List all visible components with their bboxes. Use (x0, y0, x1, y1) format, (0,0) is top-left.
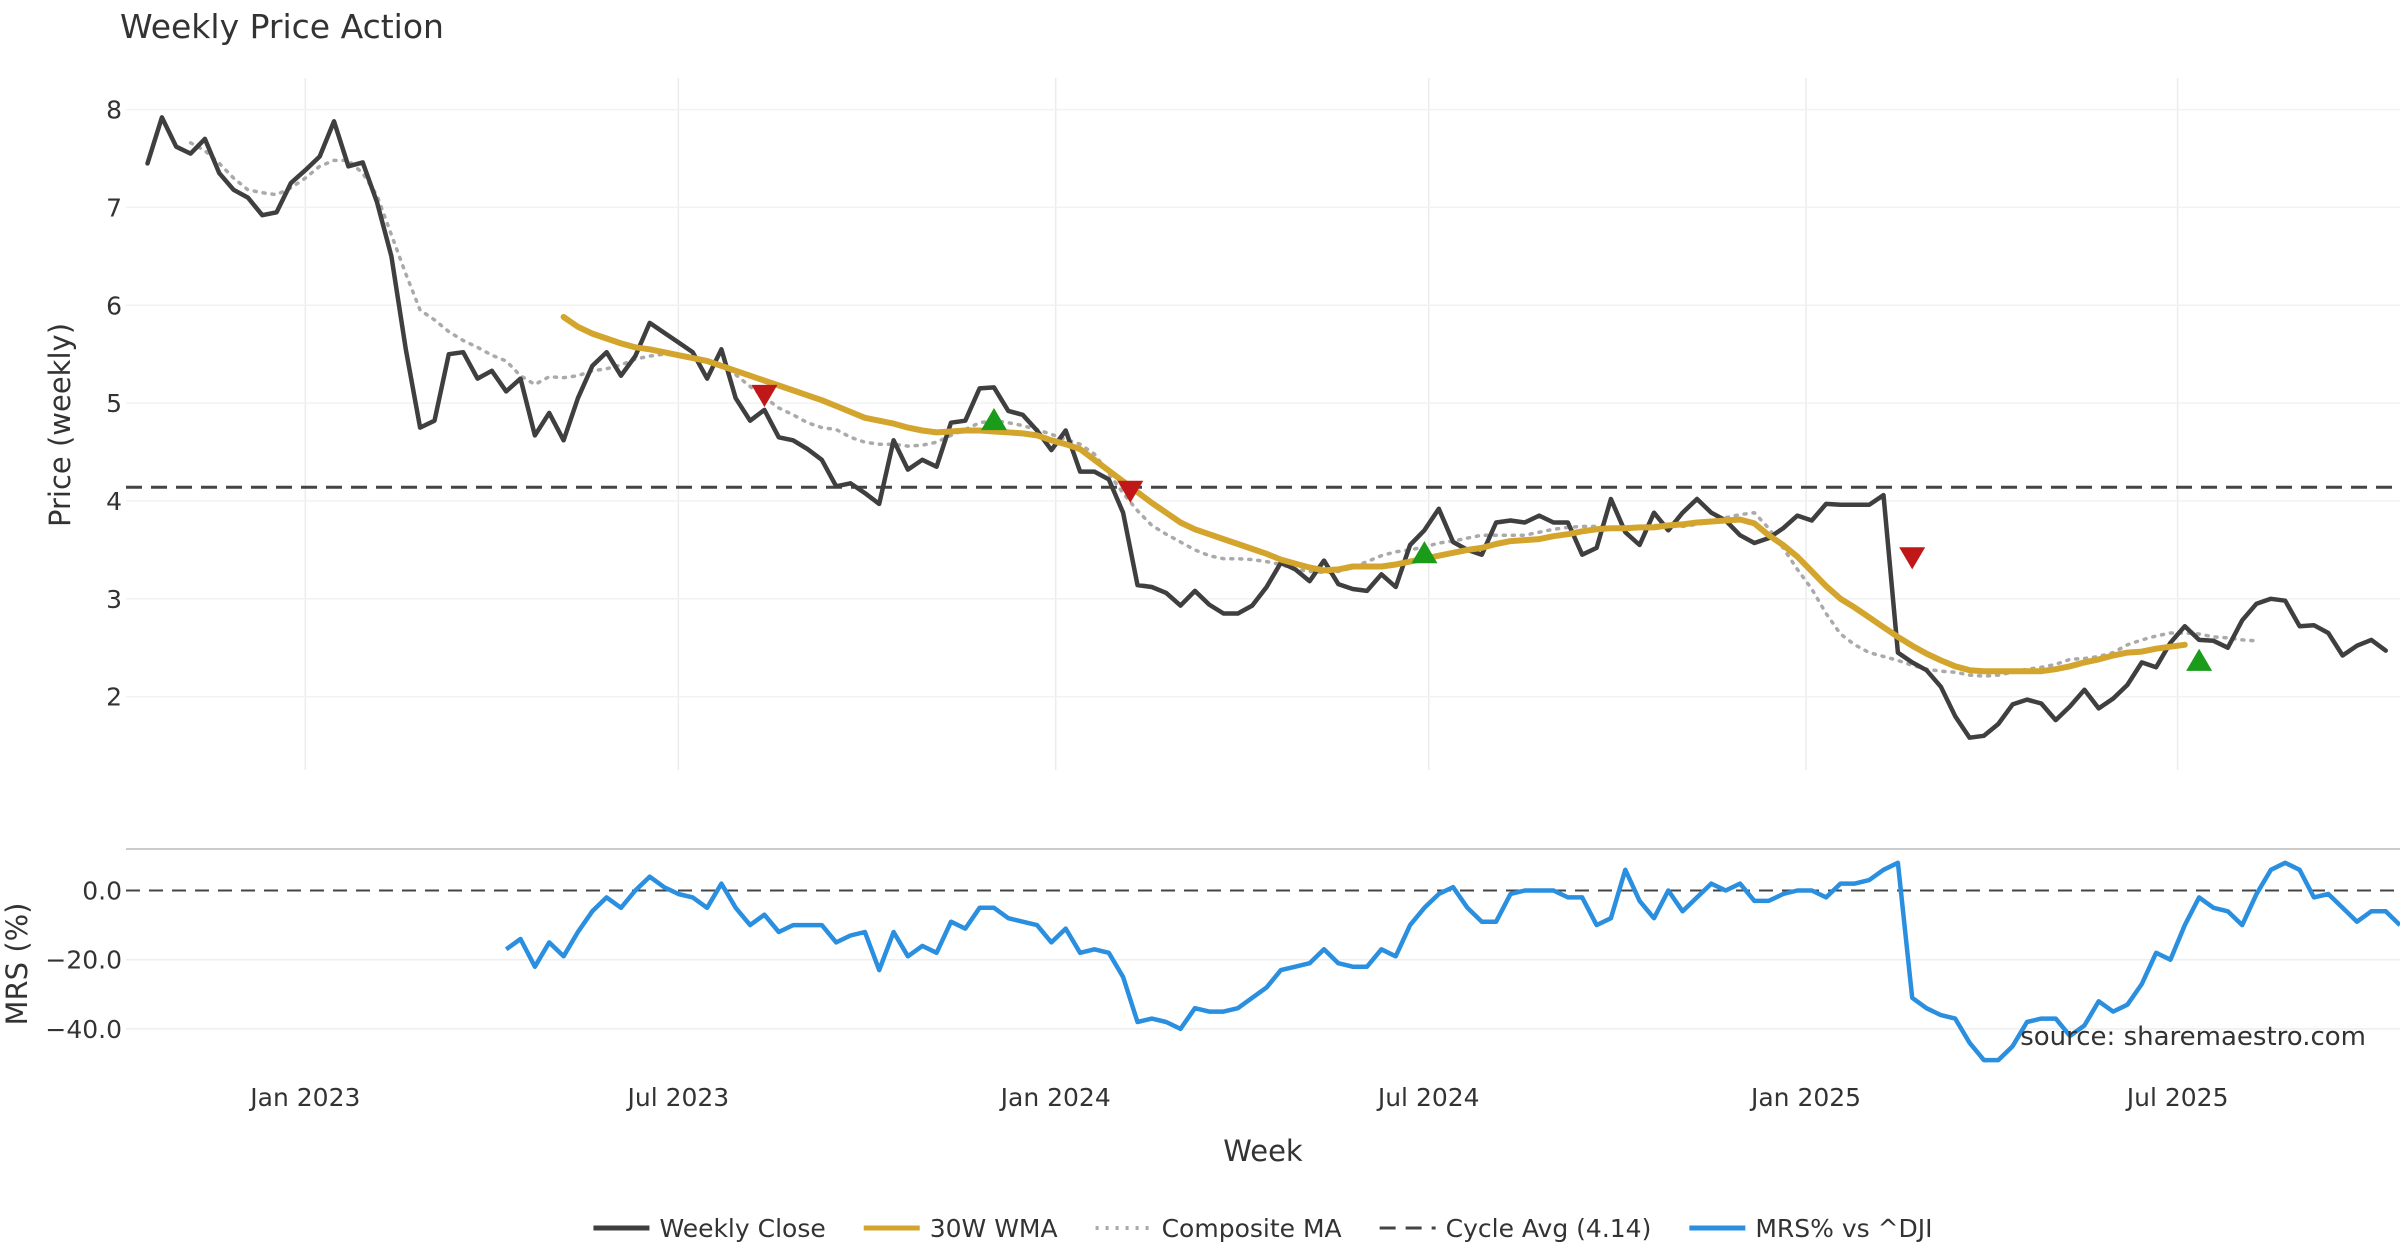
mrs-y-tick-minus-20: −20.0 (45, 946, 122, 975)
price-y-tick-7: 7 (106, 193, 122, 222)
buy-signal-marker-6 (2186, 648, 2213, 671)
series-composite-ma (188, 141, 2259, 678)
chart-title: Weekly Price Action (120, 7, 444, 46)
price-y-ticks: 2 3 4 5 6 7 8 (106, 96, 122, 712)
price-y-axis-label: Price (weekly) (43, 323, 77, 527)
signal-markers (751, 384, 2213, 671)
mrs-series-group (504, 860, 2400, 1063)
price-y-tick-4: 4 (106, 487, 122, 516)
series-30w-wma (560, 314, 2188, 675)
price-y-tick-2: 2 (106, 683, 122, 712)
mrs-y-tick-minus-40: −40.0 (45, 1015, 122, 1044)
buy-signal-marker-2 (980, 408, 1007, 431)
mrs-y-tick-0: 0.0 (82, 877, 122, 906)
legend-label-30w-wma: 30W WMA (930, 1214, 1058, 1243)
legend-item-weekly-close: Weekly Close (593, 1214, 826, 1243)
x-tick-jan-2025: Jan 2025 (1749, 1083, 1861, 1112)
price-gridlines (126, 78, 2400, 770)
buy-signal-marker-4 (1411, 541, 1438, 564)
x-tick-jan-2024: Jan 2024 (999, 1083, 1111, 1112)
series-weekly-close (145, 115, 2388, 740)
price-y-tick-3: 3 (106, 585, 122, 614)
source-annotation: source: sharemaestro.com (2020, 1022, 2366, 1052)
legend-item-cycle-avg-4-14: Cycle Avg (4.14) (1379, 1214, 1652, 1243)
legend: Weekly Close 30W WMA Composite MA Cycle Avg… (593, 1214, 1933, 1243)
sell-signal-marker-3 (1117, 480, 1144, 503)
legend-item-composite-ma: Composite MA (1095, 1214, 1342, 1243)
series-mrs-vs-dji (504, 860, 2400, 1063)
x-tick-jul-2025: Jul 2025 (2125, 1083, 2229, 1112)
legend-label-mrs-vs-dji: MRS% vs ^DJI (1755, 1214, 1932, 1243)
legend-label-cycle-avg-4-14: Cycle Avg (4.14) (1446, 1214, 1652, 1243)
legend-item-mrs-vs-dji: MRS% vs ^DJI (1689, 1214, 1933, 1243)
mrs-y-ticks: 0.0 −20.0 −40.0 (45, 877, 122, 1044)
x-axis-label: Week (1223, 1134, 1303, 1168)
price-y-tick-8: 8 (106, 96, 122, 125)
price-series-group (126, 115, 2400, 740)
legend-item-30w-wma: 30W WMA (863, 1214, 1058, 1243)
sell-signal-marker-1 (751, 384, 778, 407)
sell-signal-marker-5 (1899, 547, 1926, 570)
mrs-y-axis-label: MRS (%) (0, 903, 34, 1026)
x-tick-jul-2023: Jul 2023 (625, 1083, 729, 1112)
x-tick-jan-2023: Jan 2023 (248, 1083, 360, 1112)
price-y-tick-6: 6 (106, 291, 122, 320)
legend-label-composite-ma: Composite MA (1162, 1214, 1342, 1243)
legend-label-weekly-close: Weekly Close (659, 1214, 825, 1243)
price-y-tick-5: 5 (106, 389, 122, 418)
x-tick-jul-2024: Jul 2024 (1376, 1083, 1480, 1112)
x-axis-tick-labels: Jan 2023 Jul 2023 Jan 2024 Jul 2024 Jan 2025… (248, 1083, 2228, 1112)
